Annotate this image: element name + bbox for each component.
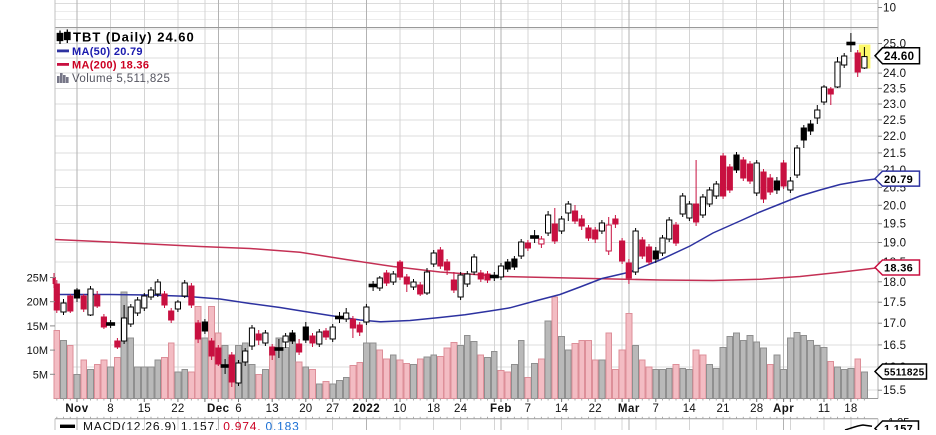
svg-text:11: 11 — [818, 403, 830, 415]
svg-text:22: 22 — [589, 403, 602, 415]
svg-text:Mar: Mar — [618, 403, 640, 415]
svg-text:18: 18 — [844, 403, 857, 415]
svg-text:1.157: 1.157 — [884, 424, 913, 430]
svg-text:MACD(12,26,9) 1.157, 0.974, 0.: MACD(12,26,9) 1.157, 0.974, 0.183 — [83, 420, 300, 431]
svg-text:21: 21 — [716, 403, 729, 415]
svg-text:10M: 10M — [27, 345, 48, 357]
svg-text:24.0: 24.0 — [883, 68, 906, 80]
svg-text:17.5: 17.5 — [883, 297, 906, 309]
svg-text:18.36: 18.36 — [884, 263, 913, 275]
svg-text:16.5: 16.5 — [883, 340, 906, 352]
svg-text:22.0: 22.0 — [883, 131, 906, 143]
svg-text:14: 14 — [555, 403, 569, 415]
svg-text:28: 28 — [750, 403, 763, 415]
svg-text:17.0: 17.0 — [883, 318, 906, 330]
svg-text:5511825: 5511825 — [884, 368, 925, 379]
svg-text:24.60: 24.60 — [884, 51, 914, 63]
svg-text:8: 8 — [107, 403, 114, 415]
svg-text:15.5: 15.5 — [883, 385, 906, 397]
svg-text:14: 14 — [683, 403, 697, 415]
svg-text:Apr: Apr — [773, 403, 794, 415]
svg-text:7: 7 — [652, 403, 659, 415]
svg-text:Dec: Dec — [207, 403, 230, 415]
svg-text:20M: 20M — [27, 297, 48, 309]
svg-text:Volume 5,511,825: Volume 5,511,825 — [72, 73, 170, 85]
svg-text:15M: 15M — [27, 321, 48, 333]
svg-text:Nov: Nov — [65, 403, 88, 415]
svg-text:MA(200) 18.36: MA(200) 18.36 — [72, 60, 149, 72]
svg-text:TBT (Daily) 24.60: TBT (Daily) 24.60 — [73, 30, 195, 45]
svg-text:6: 6 — [235, 403, 242, 415]
svg-text:21.5: 21.5 — [883, 148, 906, 160]
svg-text:20.79: 20.79 — [884, 174, 913, 186]
svg-text:2022: 2022 — [353, 403, 381, 415]
svg-text:20: 20 — [299, 403, 312, 415]
svg-text:18: 18 — [427, 403, 440, 415]
svg-text:25M: 25M — [27, 273, 48, 285]
svg-text:22: 22 — [171, 403, 184, 415]
svg-text:MA(50) 20.79: MA(50) 20.79 — [72, 46, 143, 58]
svg-text:10: 10 — [883, 3, 896, 15]
svg-text:23.0: 23.0 — [883, 99, 906, 111]
svg-text:10: 10 — [393, 403, 406, 415]
svg-text:19.5: 19.5 — [883, 219, 906, 231]
svg-text:19.0: 19.0 — [883, 238, 906, 250]
svg-text:20.0: 20.0 — [883, 200, 906, 212]
svg-text:13: 13 — [266, 403, 279, 415]
svg-text:18.0: 18.0 — [883, 277, 906, 289]
svg-text:5M: 5M — [33, 369, 48, 381]
svg-text:24: 24 — [454, 403, 468, 415]
svg-text:22.5: 22.5 — [883, 115, 906, 127]
svg-text:23.5: 23.5 — [883, 83, 906, 95]
svg-text:Feb: Feb — [490, 403, 512, 415]
svg-text:15: 15 — [138, 403, 151, 415]
svg-text:7: 7 — [525, 403, 532, 415]
svg-text:27: 27 — [326, 403, 339, 415]
